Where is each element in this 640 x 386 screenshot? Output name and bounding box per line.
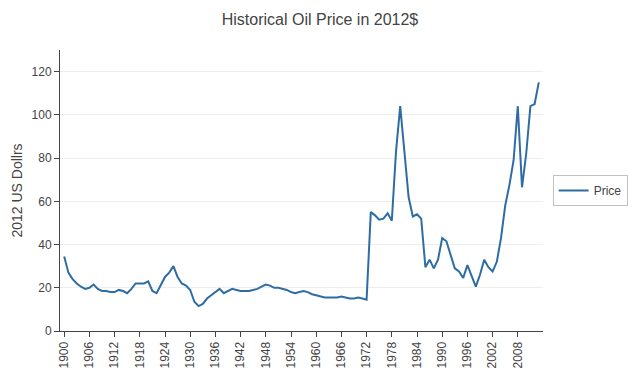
svg-text:20: 20 <box>38 281 52 295</box>
svg-text:1960: 1960 <box>309 341 323 368</box>
svg-text:1990: 1990 <box>435 341 449 368</box>
svg-text:1978: 1978 <box>385 341 399 368</box>
svg-text:1936: 1936 <box>208 341 222 368</box>
svg-text:0: 0 <box>45 324 52 338</box>
svg-text:1972: 1972 <box>360 341 374 368</box>
svg-text:80: 80 <box>38 151 52 165</box>
svg-text:100: 100 <box>32 108 52 122</box>
svg-text:1906: 1906 <box>82 341 96 368</box>
svg-text:2008: 2008 <box>511 341 525 368</box>
svg-text:1942: 1942 <box>234 341 248 368</box>
svg-text:Price: Price <box>594 184 622 198</box>
svg-text:1954: 1954 <box>284 341 298 368</box>
svg-text:1918: 1918 <box>133 341 147 368</box>
svg-text:60: 60 <box>38 195 52 209</box>
svg-text:2002: 2002 <box>486 341 500 368</box>
svg-text:1900: 1900 <box>57 341 71 368</box>
svg-text:2012 US Dollrs: 2012 US Dollrs <box>9 143 25 237</box>
svg-text:1984: 1984 <box>410 341 424 368</box>
svg-text:120: 120 <box>32 65 52 79</box>
svg-text:1996: 1996 <box>460 341 474 368</box>
svg-text:1924: 1924 <box>158 341 172 368</box>
svg-text:1948: 1948 <box>259 341 273 368</box>
svg-text:40: 40 <box>38 238 52 252</box>
svg-text:Historical Oil Price in 2012$: Historical Oil Price in 2012$ <box>222 11 419 28</box>
svg-text:1912: 1912 <box>108 341 122 368</box>
svg-text:1966: 1966 <box>334 341 348 368</box>
svg-text:1930: 1930 <box>183 341 197 368</box>
